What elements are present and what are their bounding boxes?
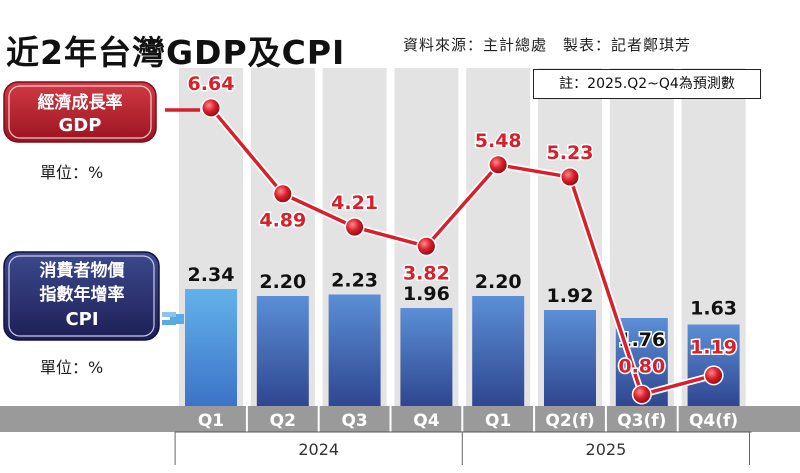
cpi-data-label: 1.96 <box>403 283 450 305</box>
cpi-data-label: 2.20 <box>475 271 522 293</box>
gdp-data-label: 5.23 <box>547 142 594 164</box>
cpi-bar <box>185 289 237 406</box>
gdp-marker <box>202 99 220 117</box>
gdp-marker <box>274 185 292 203</box>
gdp-marker <box>346 218 364 236</box>
gdp-data-label: 5.48 <box>475 130 522 152</box>
cpi-bar <box>544 310 596 406</box>
cpi-legend-inner-border <box>8 255 155 337</box>
gdp-marker <box>633 385 651 403</box>
x-tick-label: Q2 <box>270 411 296 431</box>
gdp-legend-box <box>3 81 157 143</box>
gdp-data-label: 6.64 <box>188 73 235 95</box>
x-axis: Q1 Q2 Q3 Q4 Q1 Q2(f) Q3(f) Q4(f) 2024 2025 <box>0 406 800 465</box>
gdp-data-label: 3.82 <box>403 262 450 284</box>
gdp-data-label: 0.80 <box>618 355 665 377</box>
cpi-legend-title-1: 消費者物價 <box>40 260 126 281</box>
cpi-data-label: 2.20 <box>259 271 306 293</box>
gdp-data-label: 4.89 <box>259 210 306 232</box>
x-tick-label: Q3(f) <box>617 411 666 431</box>
cpi-bar <box>472 296 525 406</box>
x-tick-label: Q4(f) <box>689 411 738 431</box>
gdp-data-label: 4.21 <box>331 192 378 214</box>
gdp-line-path <box>209 106 715 397</box>
gdp-marker <box>561 168 579 186</box>
cpi-unit-label: 單位：% <box>40 358 103 377</box>
chart-title: 近2年台灣GDP及CPI <box>6 33 346 72</box>
year-label: 2025 <box>586 440 627 459</box>
gdp-legend-inner-border <box>8 85 152 139</box>
gdp-marker <box>489 156 507 174</box>
gdp-marker <box>705 366 723 384</box>
cpi-bar <box>256 296 309 406</box>
cpi-bars: 2.34 2.20 2.231.962.201.921.761.63 <box>185 264 740 406</box>
gdp-line: 6.64 4.89 4.21 3.82 5.48 5.23 0.80 1.19 <box>186 71 739 405</box>
cpi-legend-code: CPI <box>65 309 98 330</box>
gdp-data-label: 1.19 <box>690 336 737 358</box>
forecast-note: 註：2025.Q2~Q4為預測數 <box>533 69 761 99</box>
cpi-legend-title-2: 指數年增率 <box>40 284 125 305</box>
gdp-unit-label: 單位：% <box>40 163 103 182</box>
x-axis-band <box>0 406 800 432</box>
cpi-data-label: 2.34 <box>188 264 235 286</box>
cpi-data-label: 2.23 <box>331 270 378 292</box>
gdp-marker <box>417 237 435 255</box>
x-tick-label: Q3 <box>341 411 367 431</box>
cpi-data-label: 1.92 <box>547 285 594 307</box>
cpi-bar <box>328 294 381 406</box>
cpi-bar <box>687 324 740 406</box>
cpi-legend-bar-icon <box>162 320 176 325</box>
cpi-legend-bar-icon <box>162 312 176 317</box>
x-tick-label: Q4 <box>413 411 439 431</box>
gdp-legend-title: 經濟成長率 <box>38 92 123 113</box>
cpi-legend-connector <box>160 314 184 324</box>
gdp-legend-code: GDP <box>59 115 102 136</box>
cpi-bar <box>400 308 453 406</box>
x-tick-label: Q1 <box>485 411 511 431</box>
x-tick-label: Q1 <box>198 411 224 431</box>
cpi-data-label: 1.63 <box>690 298 737 320</box>
year-label: 2024 <box>298 440 339 459</box>
source-credit: 資料來源：主計總處 製表：記者鄭琪芳 <box>403 36 692 54</box>
cpi-legend-box <box>3 251 160 341</box>
x-tick-label: Q2(f) <box>545 411 594 431</box>
